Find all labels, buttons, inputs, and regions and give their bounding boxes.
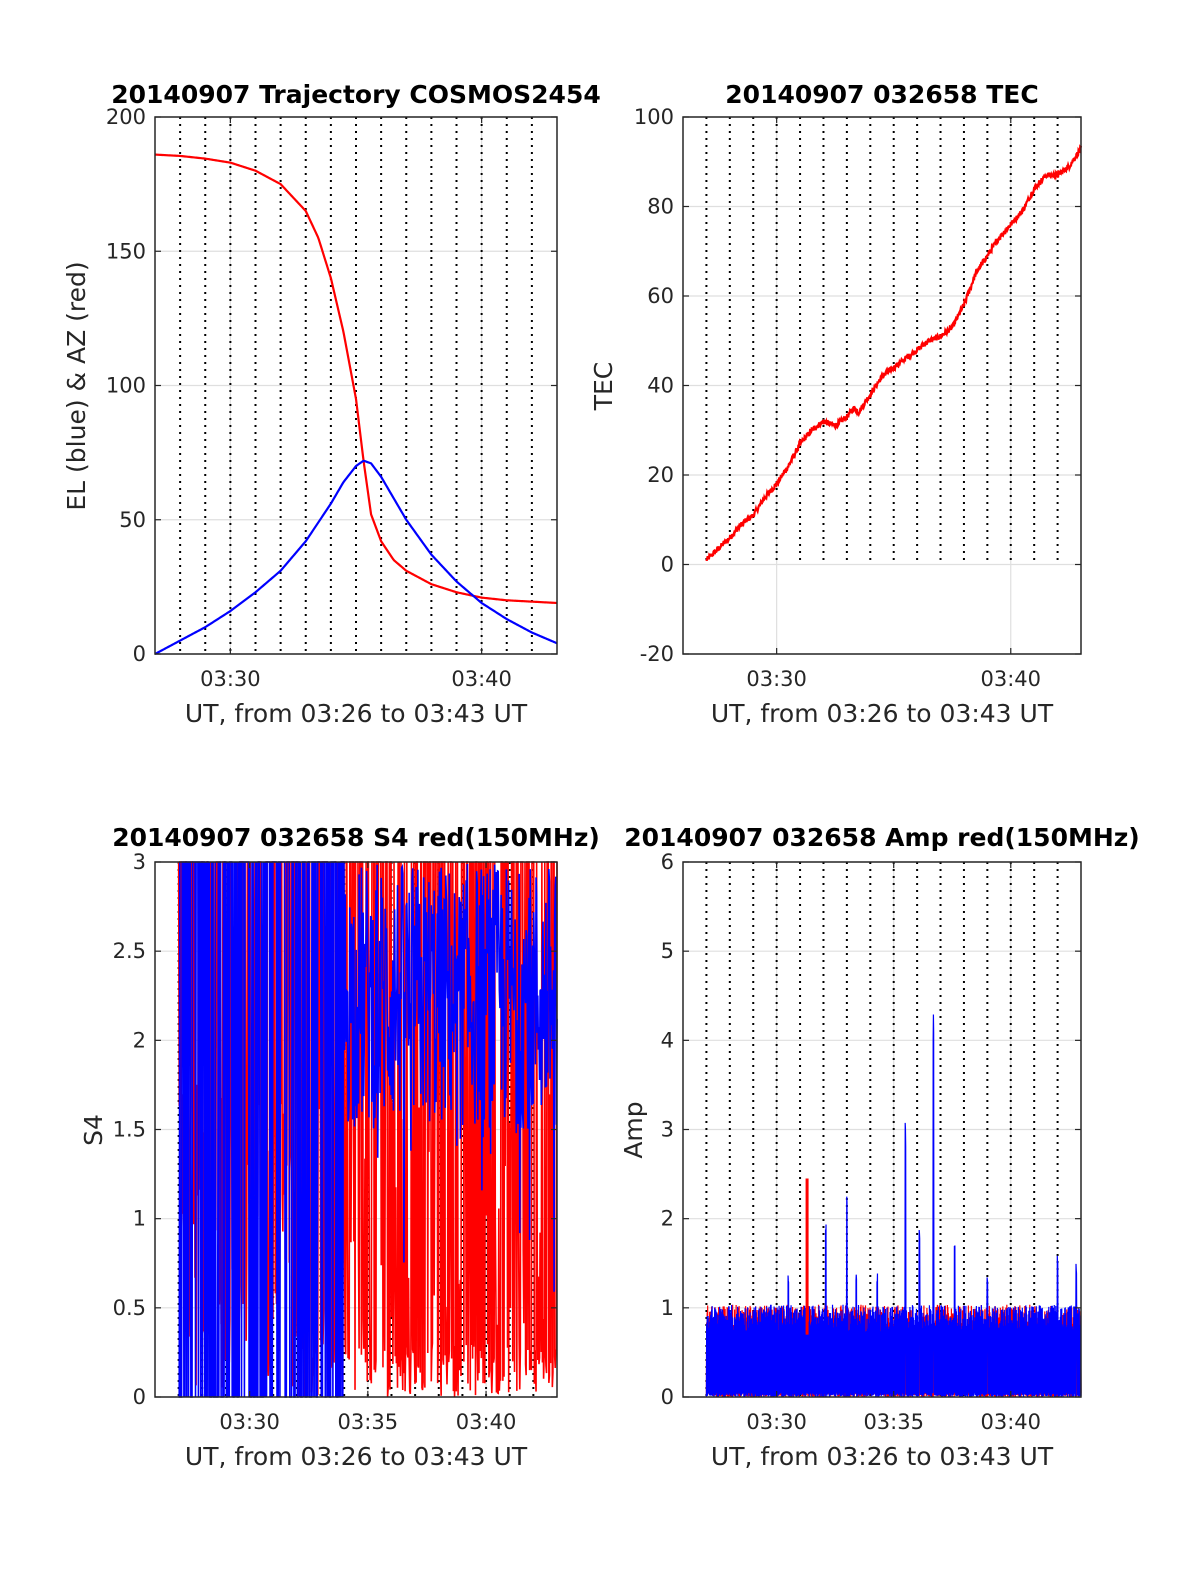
x-tick-label: 03:40 — [980, 1410, 1041, 1434]
x-tick-label: 03:40 — [451, 667, 512, 691]
y-tick-label: 0 — [133, 642, 146, 666]
y-tick-label: 6 — [661, 850, 674, 874]
x-tick-label: 03:30 — [219, 1410, 280, 1434]
series-blue-line — [178, 861, 558, 1398]
y-tick-label: 100 — [106, 374, 146, 398]
y-tick-label: 0 — [661, 553, 674, 577]
x-tick-label: 03:30 — [746, 667, 807, 691]
y-tick-label: 2 — [661, 1207, 674, 1231]
y-tick-label: 4 — [661, 1028, 674, 1052]
tec-ylabel: TEC — [589, 362, 618, 412]
tec-title: 20140907 032658 TEC — [725, 80, 1038, 109]
amp-xlabel: UT, from 03:26 to 03:43 UT — [711, 1442, 1054, 1471]
y-tick-label: 2.5 — [113, 939, 146, 963]
y-tick-label: 50 — [119, 508, 146, 532]
tec-xlabel: UT, from 03:26 to 03:43 UT — [711, 699, 1054, 728]
y-tick-label: 1 — [661, 1296, 674, 1320]
x-tick-label: 03:35 — [338, 1410, 399, 1434]
x-tick-label: 03:30 — [200, 667, 261, 691]
series-red-line — [705, 144, 1083, 561]
y-tick-label: 3 — [133, 850, 146, 874]
y-tick-label: -20 — [640, 642, 674, 666]
trajectory-title: 20140907 Trajectory COSMOS2454 — [111, 80, 601, 109]
s4-panel: 0 0.5 1 1.5 2 2.5 3 03:30 03:35 03:40 20140907 03… — [79, 823, 600, 1471]
series-blue-line — [154, 459, 558, 655]
s4-title: 20140907 032658 S4 red(150MHz) — [112, 823, 600, 852]
x-tick-label: 03:40 — [456, 1410, 517, 1434]
y-tick-label: 0.5 — [113, 1296, 146, 1320]
amp-title: 20140907 032658 Amp red(150MHz) — [624, 823, 1140, 852]
y-tick-label: 100 — [634, 105, 674, 129]
x-tick-label: 03:30 — [746, 1410, 807, 1434]
y-tick-label: 0 — [133, 1385, 146, 1409]
y-tick-label: 40 — [647, 374, 674, 398]
y-tick-label: 2 — [133, 1028, 146, 1052]
y-tick-label: 80 — [647, 195, 674, 219]
y-tick-label: 5 — [661, 939, 674, 963]
x-tick-label: 03:35 — [863, 1410, 924, 1434]
trajectory-panel: 20140907 Trajectory COSMOS2454 0 50 100 150… — [62, 80, 601, 728]
y-tick-label: 200 — [106, 105, 146, 129]
y-tick-label: 1.5 — [113, 1118, 146, 1142]
trajectory-ylabel: EL (blue) & AZ (red) — [62, 261, 91, 510]
amp-ylabel: Amp — [619, 1101, 648, 1158]
series-red-line — [154, 153, 558, 605]
y-tick-label: 0 — [661, 1385, 674, 1409]
y-tick-label: 20 — [647, 463, 674, 487]
y-tick-label: 1 — [133, 1207, 146, 1231]
x-tick-label: 03:40 — [980, 667, 1041, 691]
s4-xlabel: UT, from 03:26 to 03:43 UT — [185, 1442, 528, 1471]
y-tick-label: 3 — [661, 1118, 674, 1142]
y-tick-label: 150 — [106, 239, 146, 263]
trajectory-xlabel: UT, from 03:26 to 03:43 UT — [185, 699, 528, 728]
y-tick-label: 60 — [647, 284, 674, 308]
s4-ylabel: S4 — [79, 1114, 108, 1146]
amp-panel: 0 1 2 3 4 5 6 03:30 03:35 03:40 20140907 032658 A… — [619, 823, 1140, 1471]
tec-panel: 20140907 032658 TEC -20 0 20 40 60 80 100 03:30… — [589, 80, 1083, 728]
